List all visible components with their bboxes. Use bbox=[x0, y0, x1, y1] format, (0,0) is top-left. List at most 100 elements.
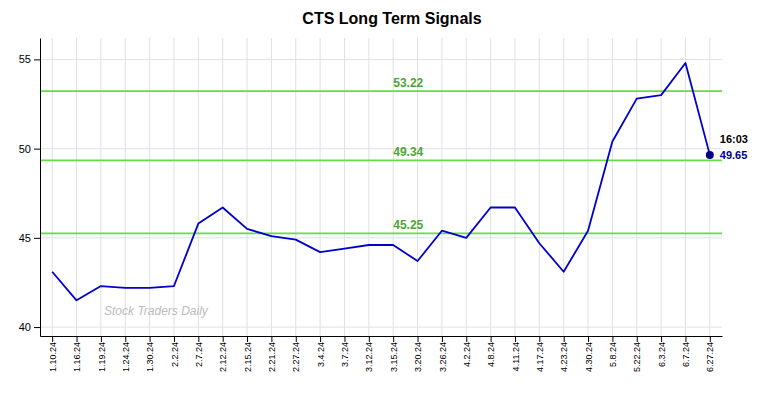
grid-line-x bbox=[368, 38, 369, 336]
x-tick: 6.27.24 bbox=[705, 336, 715, 372]
x-tick-label: 1.30.24 bbox=[145, 342, 155, 372]
hline bbox=[40, 232, 722, 234]
annotation-time: 16:03 bbox=[720, 133, 748, 145]
x-tick-label: 6.3.24 bbox=[657, 342, 667, 367]
x-tick-label: 1.10.24 bbox=[48, 342, 58, 372]
grid-line-y bbox=[40, 148, 722, 149]
x-tick-mark bbox=[101, 336, 102, 342]
x-tick: 3.7.24 bbox=[340, 336, 350, 367]
x-tick: 1.19.24 bbox=[97, 336, 107, 372]
x-tick: 1.10.24 bbox=[48, 336, 58, 372]
grid-line-x bbox=[466, 38, 467, 336]
x-tick-mark bbox=[296, 336, 297, 342]
grid-line-x bbox=[563, 38, 564, 336]
y-tick: 40 bbox=[19, 321, 40, 333]
x-tick-mark bbox=[588, 336, 589, 342]
x-tick-label: 6.7.24 bbox=[681, 342, 691, 367]
grid-line-x bbox=[636, 38, 637, 336]
x-tick-mark bbox=[125, 336, 126, 342]
x-tick-mark bbox=[539, 336, 540, 342]
plot: Stock Traders Daily 45.25 49.34 53.22 16:03 4… bbox=[19, 38, 748, 372]
x-tick-mark bbox=[174, 336, 175, 342]
grid-line-x bbox=[247, 38, 248, 336]
grid-line-x bbox=[612, 38, 613, 336]
x-tick-mark bbox=[393, 336, 394, 342]
x-tick-mark bbox=[52, 336, 53, 342]
x-tick-label: 2.12.24 bbox=[218, 342, 228, 372]
x-tick-mark bbox=[710, 336, 711, 342]
y-axis-line bbox=[40, 39, 41, 337]
x-tick: 2.2.24 bbox=[170, 336, 180, 367]
x-tick: 5.22.24 bbox=[632, 336, 642, 372]
grid-line-x bbox=[661, 38, 662, 336]
y-tick-label: 55 bbox=[19, 53, 31, 65]
line bbox=[52, 63, 710, 300]
x-tick-mark bbox=[612, 336, 613, 342]
hline-label: 45.25 bbox=[393, 218, 423, 232]
x-tick-label: 3.20.24 bbox=[413, 342, 423, 372]
x-tick-label: 4.17.24 bbox=[535, 342, 545, 372]
x-tick-mark bbox=[685, 336, 686, 342]
hline-label: 53.22 bbox=[393, 76, 423, 90]
annotation-value: 49.65 bbox=[720, 149, 748, 161]
x-tick: 5.8.24 bbox=[608, 336, 618, 367]
y-tick: 45 bbox=[19, 232, 40, 244]
x-tick-label: 5.8.24 bbox=[608, 342, 618, 367]
x-tick-mark bbox=[369, 336, 370, 342]
title: CTS Long Term Signals bbox=[302, 10, 481, 27]
x-tick-mark bbox=[271, 336, 272, 342]
x-tick: 3.4.24 bbox=[316, 336, 326, 367]
x-tick-label: 2.7.24 bbox=[194, 342, 204, 367]
x-tick-mark bbox=[418, 336, 419, 342]
grid-line-x bbox=[514, 38, 515, 336]
x-tick-label: 2.21.24 bbox=[267, 342, 277, 372]
x-tick: 3.20.24 bbox=[413, 336, 423, 372]
hline bbox=[40, 160, 722, 162]
hline-label: 49.34 bbox=[393, 145, 423, 159]
x-tick: 1.30.24 bbox=[145, 336, 155, 372]
x-tick-label: 1.19.24 bbox=[97, 342, 107, 372]
x-tick: 2.12.24 bbox=[218, 336, 228, 372]
x-tick: 3.26.24 bbox=[438, 336, 448, 372]
grid-line-x bbox=[685, 38, 686, 336]
x-tick: 6.3.24 bbox=[657, 336, 667, 367]
x-tick-label: 3.26.24 bbox=[438, 342, 448, 372]
x-tick-label: 1.24.24 bbox=[121, 342, 131, 372]
x-tick-label: 4.8.24 bbox=[486, 342, 496, 367]
x-tick-label: 4.23.24 bbox=[559, 342, 569, 372]
x-tick: 1.24.24 bbox=[121, 336, 131, 372]
x-tick-mark bbox=[320, 336, 321, 342]
x-tick-label: 4.11.24 bbox=[511, 342, 521, 371]
grid-line-x bbox=[539, 38, 540, 336]
grid-line-x bbox=[149, 38, 150, 336]
y-tick-mark bbox=[34, 149, 40, 150]
x-tick: 4.30.24 bbox=[584, 336, 594, 372]
grid-line-x bbox=[271, 38, 272, 336]
y-tick-label: 40 bbox=[19, 321, 31, 333]
x-tick-label: 2.27.24 bbox=[291, 342, 301, 372]
watermark: Stock Traders Daily bbox=[104, 304, 209, 318]
grid-line-y bbox=[40, 237, 722, 238]
x-tick: 3.15.24 bbox=[389, 336, 399, 372]
grid-line-x bbox=[76, 38, 77, 336]
x-tick: 6.7.24 bbox=[681, 336, 691, 367]
last-point bbox=[706, 151, 714, 159]
x-tick-mark bbox=[564, 336, 565, 342]
x-tick: 4.2.24 bbox=[462, 336, 472, 367]
x-tick: 2.7.24 bbox=[194, 336, 204, 367]
x-tick-label: 3.15.24 bbox=[389, 342, 399, 372]
x-tick-label: 1.16.24 bbox=[72, 342, 82, 372]
grid-line-x bbox=[52, 38, 53, 336]
x-tick-label: 3.7.24 bbox=[340, 342, 350, 367]
x-tick: 2.21.24 bbox=[267, 336, 277, 372]
grid-line-x bbox=[173, 38, 174, 336]
grid-line-x bbox=[588, 38, 589, 336]
x-axis: 1.10.24 1.16.24 1.19.24 1.24.24 1.30.24 2.2.2… bbox=[41, 336, 723, 372]
x-tick-label: 5.22.24 bbox=[632, 342, 642, 372]
y-tick-mark bbox=[34, 327, 40, 328]
grid-line-y bbox=[40, 327, 722, 328]
marks bbox=[40, 63, 722, 300]
grid-line-x bbox=[490, 38, 491, 336]
x-tick: 1.16.24 bbox=[72, 336, 82, 372]
hline bbox=[40, 90, 722, 92]
